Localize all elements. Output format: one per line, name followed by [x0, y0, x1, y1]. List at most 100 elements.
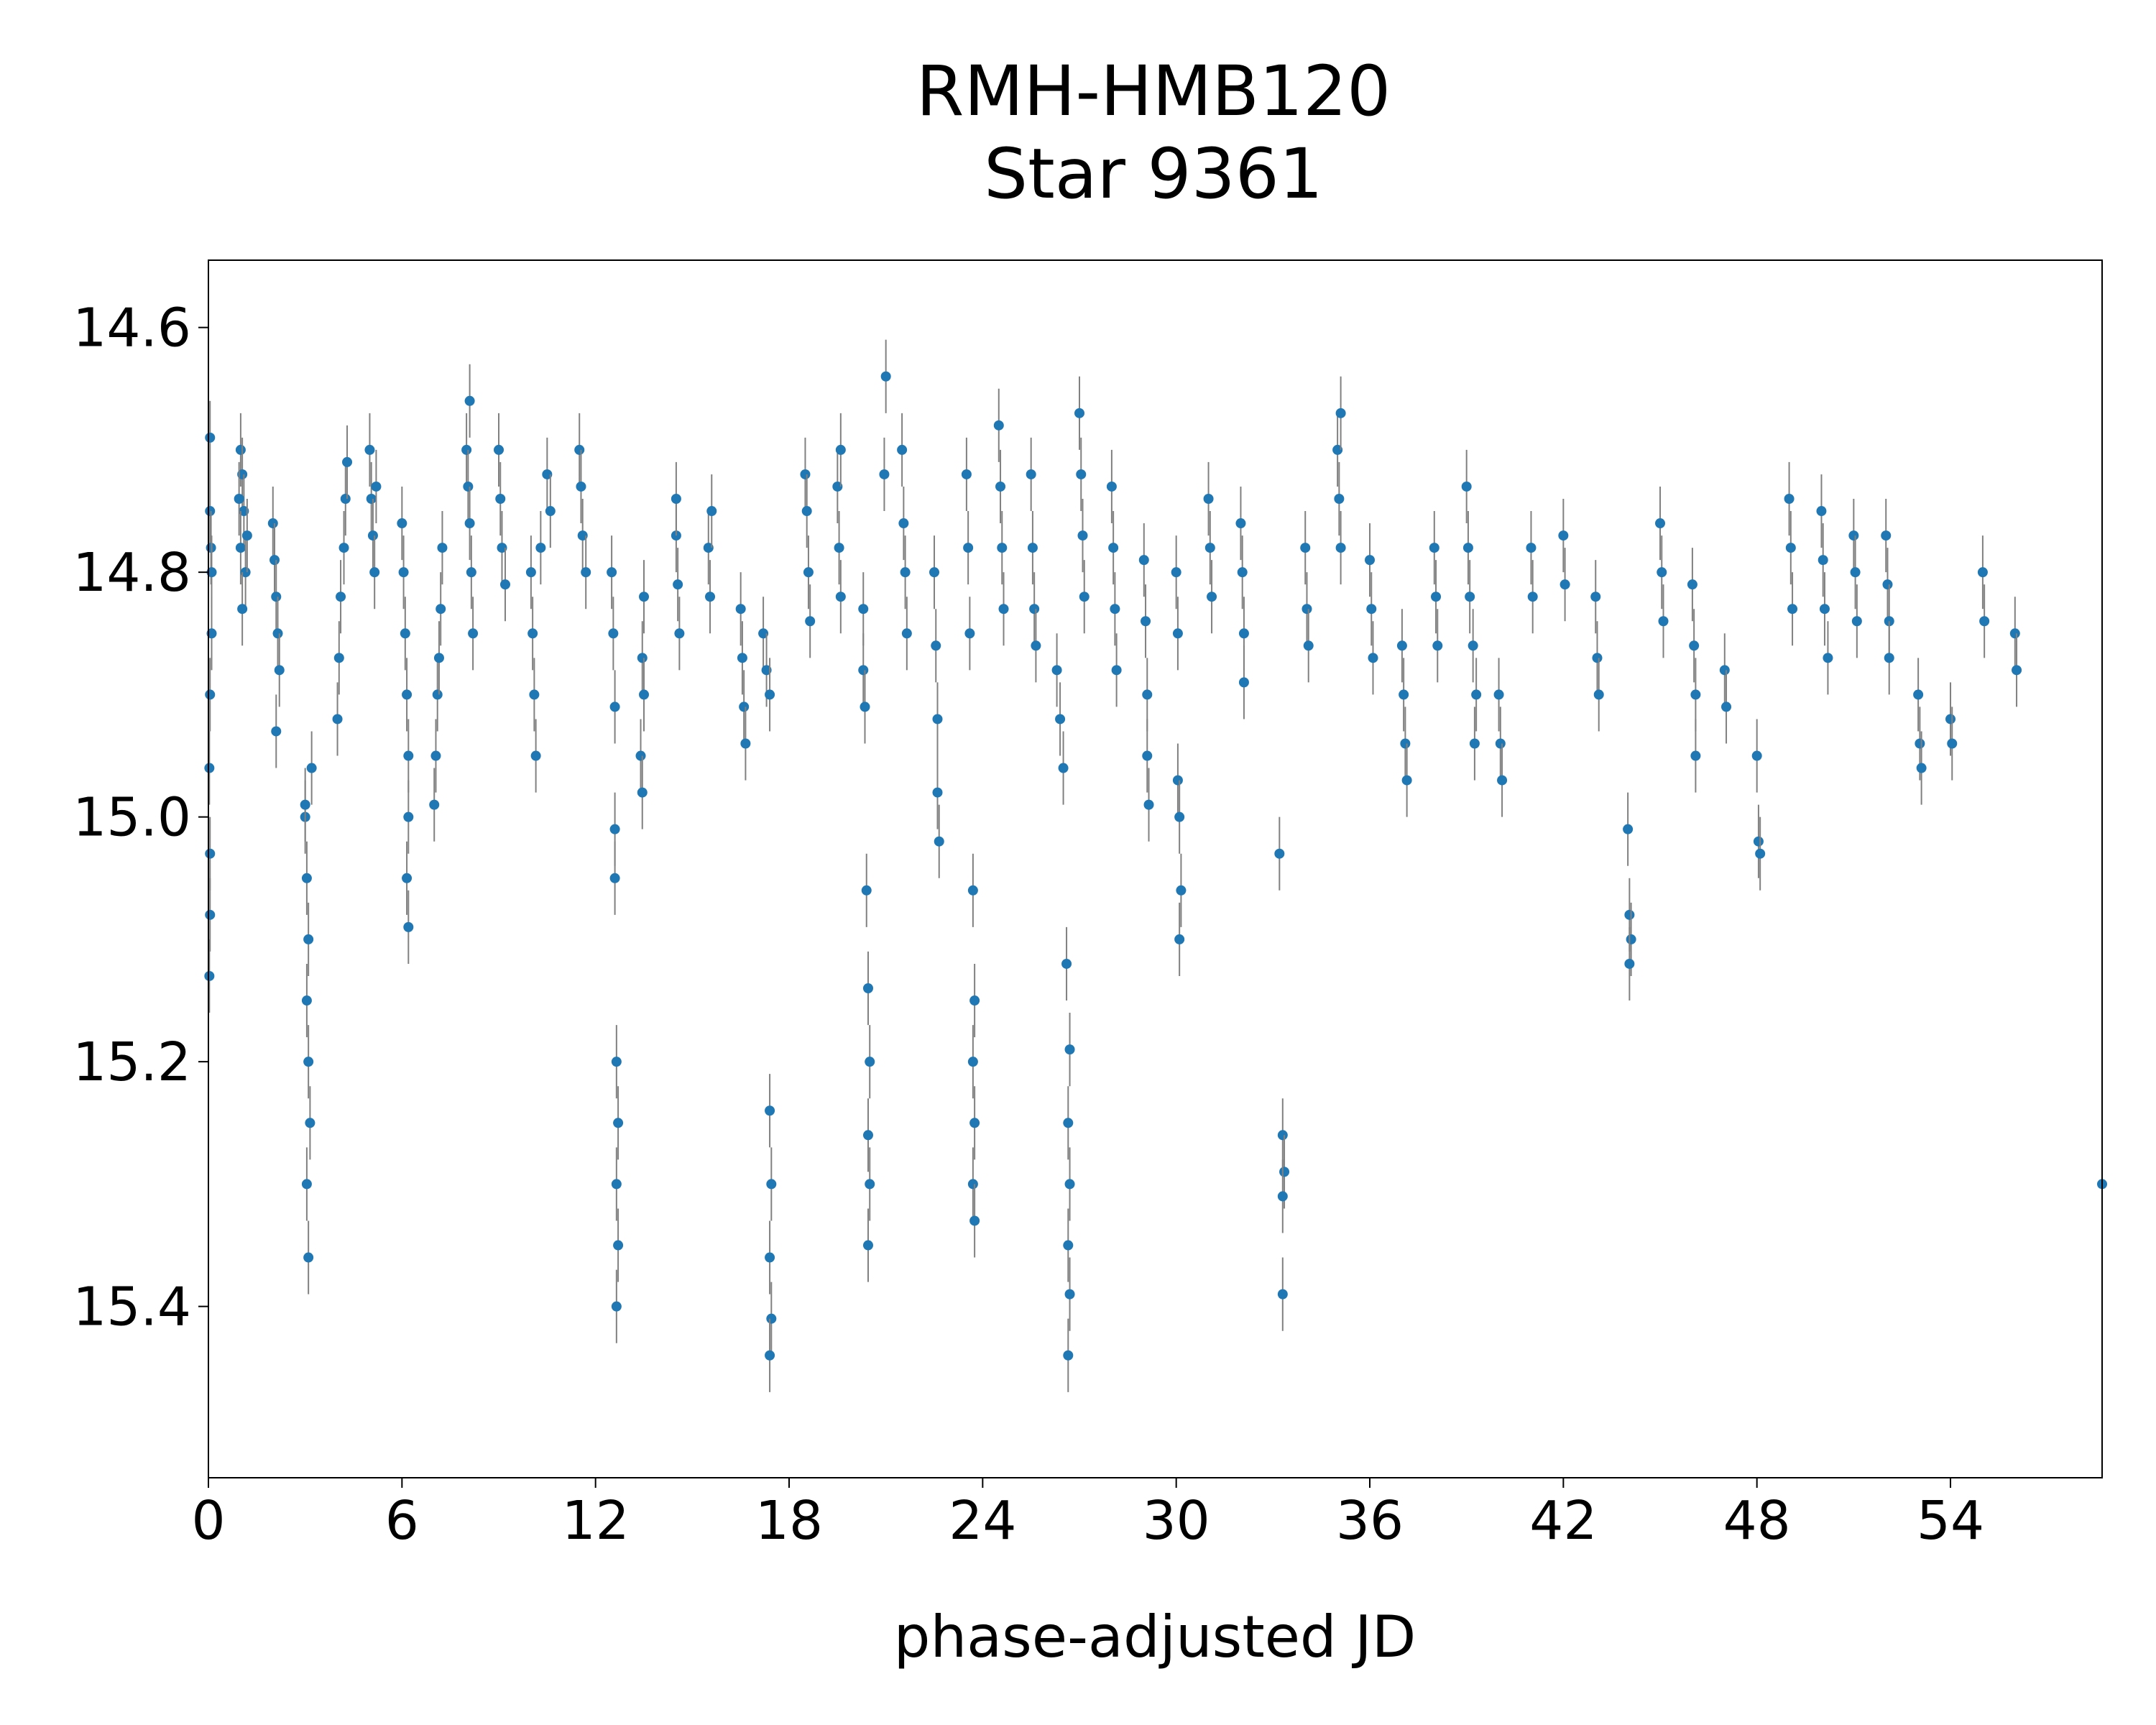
data-point — [1064, 1289, 1075, 1300]
data-point — [303, 1252, 314, 1263]
data-point — [898, 518, 909, 529]
data-point — [1977, 567, 1988, 578]
data-point — [1401, 775, 1412, 786]
data-point — [367, 530, 378, 541]
data-point — [429, 799, 440, 810]
data-point — [858, 665, 869, 676]
data-point — [464, 518, 475, 529]
data-point — [1207, 592, 1217, 602]
data-point — [858, 604, 869, 615]
data-point — [674, 628, 685, 639]
data-point — [204, 763, 215, 773]
data-point — [639, 689, 650, 700]
data-point — [2012, 665, 2022, 676]
data-point — [862, 983, 873, 993]
data-point — [535, 543, 546, 553]
data-point — [967, 885, 978, 896]
data-point — [466, 567, 476, 578]
data-point — [1721, 702, 1732, 712]
data-point — [1657, 567, 1667, 578]
data-point — [494, 444, 505, 455]
data-point — [1624, 958, 1635, 969]
data-point — [1979, 616, 1990, 627]
data-point — [1204, 543, 1215, 553]
data-point — [613, 1118, 624, 1128]
data-point — [1593, 689, 1604, 700]
x-tick-label: 0 — [191, 1490, 225, 1552]
data-point — [613, 1240, 624, 1251]
data-point — [1816, 506, 1827, 517]
data-point — [271, 592, 282, 602]
data-point — [1277, 1130, 1288, 1141]
data-point — [528, 628, 538, 639]
data-point — [1851, 616, 1862, 627]
data-point — [1590, 592, 1601, 602]
data-point — [1719, 665, 1730, 676]
data-point — [1497, 775, 1508, 786]
data-point — [637, 787, 648, 798]
data-point — [1171, 567, 1181, 578]
data-point — [997, 543, 1008, 553]
x-tick-label: 42 — [1529, 1490, 1597, 1552]
data-point — [735, 604, 746, 615]
data-point — [1784, 493, 1795, 504]
data-point — [369, 567, 380, 578]
data-point — [1785, 543, 1796, 553]
data-point — [1064, 1044, 1075, 1055]
data-point — [607, 567, 617, 578]
data-point — [1819, 604, 1830, 615]
data-point — [834, 543, 844, 553]
data-point — [835, 444, 846, 455]
data-point — [432, 689, 443, 700]
data-point — [934, 836, 944, 847]
data-point — [609, 824, 620, 834]
data-point — [609, 873, 620, 883]
y-tick-label: 15.2 — [73, 1031, 191, 1093]
data-point — [739, 702, 750, 712]
data-point — [1850, 567, 1861, 578]
data-point — [1076, 469, 1087, 479]
data-point — [305, 1118, 315, 1128]
data-point — [205, 909, 216, 920]
data-point — [205, 506, 216, 517]
data-point — [740, 738, 751, 749]
data-point — [270, 555, 280, 566]
x-tick-label: 12 — [562, 1490, 630, 1552]
data-point — [1143, 799, 1154, 810]
data-point — [862, 1240, 873, 1251]
data-point — [1174, 934, 1185, 944]
data-point — [608, 628, 619, 639]
data-point — [1690, 750, 1701, 761]
data-point — [545, 506, 556, 517]
data-point — [1203, 493, 1214, 504]
data-point — [765, 1252, 775, 1263]
data-point — [1026, 469, 1036, 479]
data-point — [706, 506, 717, 517]
data-point — [303, 934, 314, 944]
data-point — [272, 628, 283, 639]
data-point — [1111, 665, 1122, 676]
data-point — [525, 567, 536, 578]
data-point — [800, 469, 811, 479]
data-point — [402, 873, 413, 883]
y-tick-label: 14.8 — [73, 542, 191, 604]
data-point — [237, 604, 248, 615]
data-point — [1658, 616, 1669, 627]
data-point — [1172, 628, 1183, 639]
data-point — [336, 592, 346, 602]
data-point — [1051, 665, 1062, 676]
data-point — [241, 530, 252, 541]
y-tick-label: 15.0 — [73, 787, 191, 849]
data-point — [301, 995, 312, 1006]
data-point — [430, 750, 441, 761]
data-point — [1462, 543, 1473, 553]
data-point — [1303, 640, 1314, 651]
x-tick-label: 48 — [1723, 1490, 1791, 1552]
data-point — [1945, 714, 1956, 724]
data-point — [1172, 775, 1183, 786]
data-point — [611, 1179, 622, 1190]
data-point — [967, 1179, 978, 1190]
data-point — [1916, 763, 1927, 773]
data-point — [1108, 543, 1119, 553]
data-point — [835, 592, 846, 602]
